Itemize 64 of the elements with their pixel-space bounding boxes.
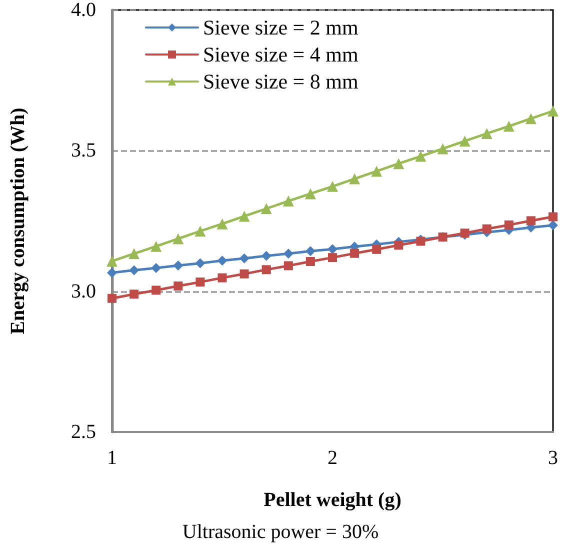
legend-label: Sieve size = 8 mm [203,70,358,94]
y-axis-title: Energy consumption (Wh) [7,108,29,334]
point [150,240,162,252]
point [128,248,140,260]
point [216,218,228,230]
point [350,248,360,258]
y-tick-label: 3.0 [71,280,96,302]
point [282,196,294,207]
point [459,136,470,147]
x-axis-title: Pellet weight (g) [264,489,402,511]
point [196,278,205,287]
point [260,203,272,214]
x-tick-label: 1 [107,447,117,469]
point [327,180,338,192]
x-tick-label: 2 [328,447,338,469]
point [371,166,382,177]
x-tick-label: 3 [548,447,558,469]
point [218,273,227,282]
point [394,240,404,250]
y-tick-label: 3.5 [71,140,96,162]
point [481,128,492,140]
y-tick-label: 2.5 [71,421,96,443]
point [173,260,184,270]
point [217,256,228,266]
point [261,250,272,261]
point [262,265,271,274]
point [152,286,161,295]
point [328,244,338,254]
point [525,113,536,124]
point [107,268,117,278]
point [238,210,250,222]
point [415,150,426,162]
point [130,290,139,299]
point [482,224,492,234]
point [283,248,294,259]
text: Ultrasonic power = 30% [182,521,379,543]
point [240,269,249,278]
point [372,244,382,254]
point [548,106,558,116]
point [306,257,315,266]
point [548,220,558,230]
point [239,253,250,264]
point [349,173,360,184]
point [305,246,316,256]
point [328,253,337,262]
point [284,261,293,270]
point [151,262,162,273]
point [172,233,184,244]
point [437,143,448,154]
point [504,220,514,230]
point [526,216,536,226]
point [548,212,558,222]
point [129,265,140,276]
point [174,281,183,290]
point [503,120,514,132]
point [194,226,206,237]
y-tick-label: 4.0 [71,0,96,21]
point [393,158,404,170]
point [108,294,116,303]
point [304,188,316,200]
point [106,256,118,267]
legend-label: Sieve size = 4 mm [203,42,358,66]
legend-label: Sieve size = 2 mm [203,16,358,40]
point [195,258,206,268]
